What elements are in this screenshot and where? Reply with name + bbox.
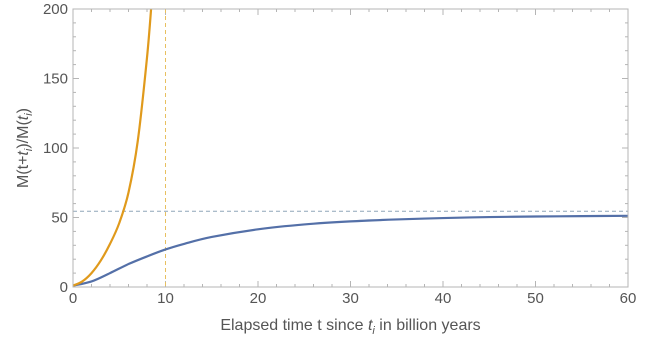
x-axis-label-ti: t: [368, 317, 373, 334]
x-axis-label-sub: i: [372, 325, 375, 337]
y-tick-label: 50: [51, 210, 68, 227]
x-tick-label: 20: [250, 290, 267, 307]
y-tick-label: 0: [60, 279, 68, 296]
y-axis-label-part4: )/M(: [15, 120, 32, 149]
x-tick-label: 0: [69, 290, 77, 307]
x-axis-label-suffix: in billion years: [375, 317, 481, 334]
y-axis-label-part6: i: [23, 113, 35, 116]
y-axis-label-part5: t: [15, 115, 32, 120]
x-tick-label: 50: [527, 290, 544, 307]
y-axis-label-part1: M(t+: [15, 156, 32, 188]
x-tick-label: 10: [157, 290, 174, 307]
tick-labels: 0 10 20 30 40 50 60 0 50 100 150 200: [43, 1, 636, 307]
series-lines: [73, 9, 628, 287]
y-tick-label: 100: [43, 140, 68, 157]
x-axis-label-main: Elapsed time t since: [220, 317, 368, 334]
y-axis-label-part2: t: [15, 151, 32, 156]
series-line-orange: [73, 9, 153, 287]
x-tick-label: 40: [435, 290, 452, 307]
reference-lines: [73, 9, 628, 287]
y-axis-label-part7: ): [15, 108, 32, 113]
x-tick-label: 30: [342, 290, 359, 307]
x-axis-label: Elapsed time t since ti in billion years: [220, 317, 480, 337]
y-axis-label: M(t+ti)/M(ti): [15, 108, 35, 188]
y-tick-label: 200: [43, 1, 68, 18]
x-tick-label: 60: [620, 290, 637, 307]
series-line-blue: [73, 214, 628, 287]
y-axis-label-part3: i: [23, 148, 35, 151]
y-tick-label: 150: [43, 71, 68, 88]
ticks: [72, 8, 629, 288]
plot-frame: [72, 8, 629, 288]
